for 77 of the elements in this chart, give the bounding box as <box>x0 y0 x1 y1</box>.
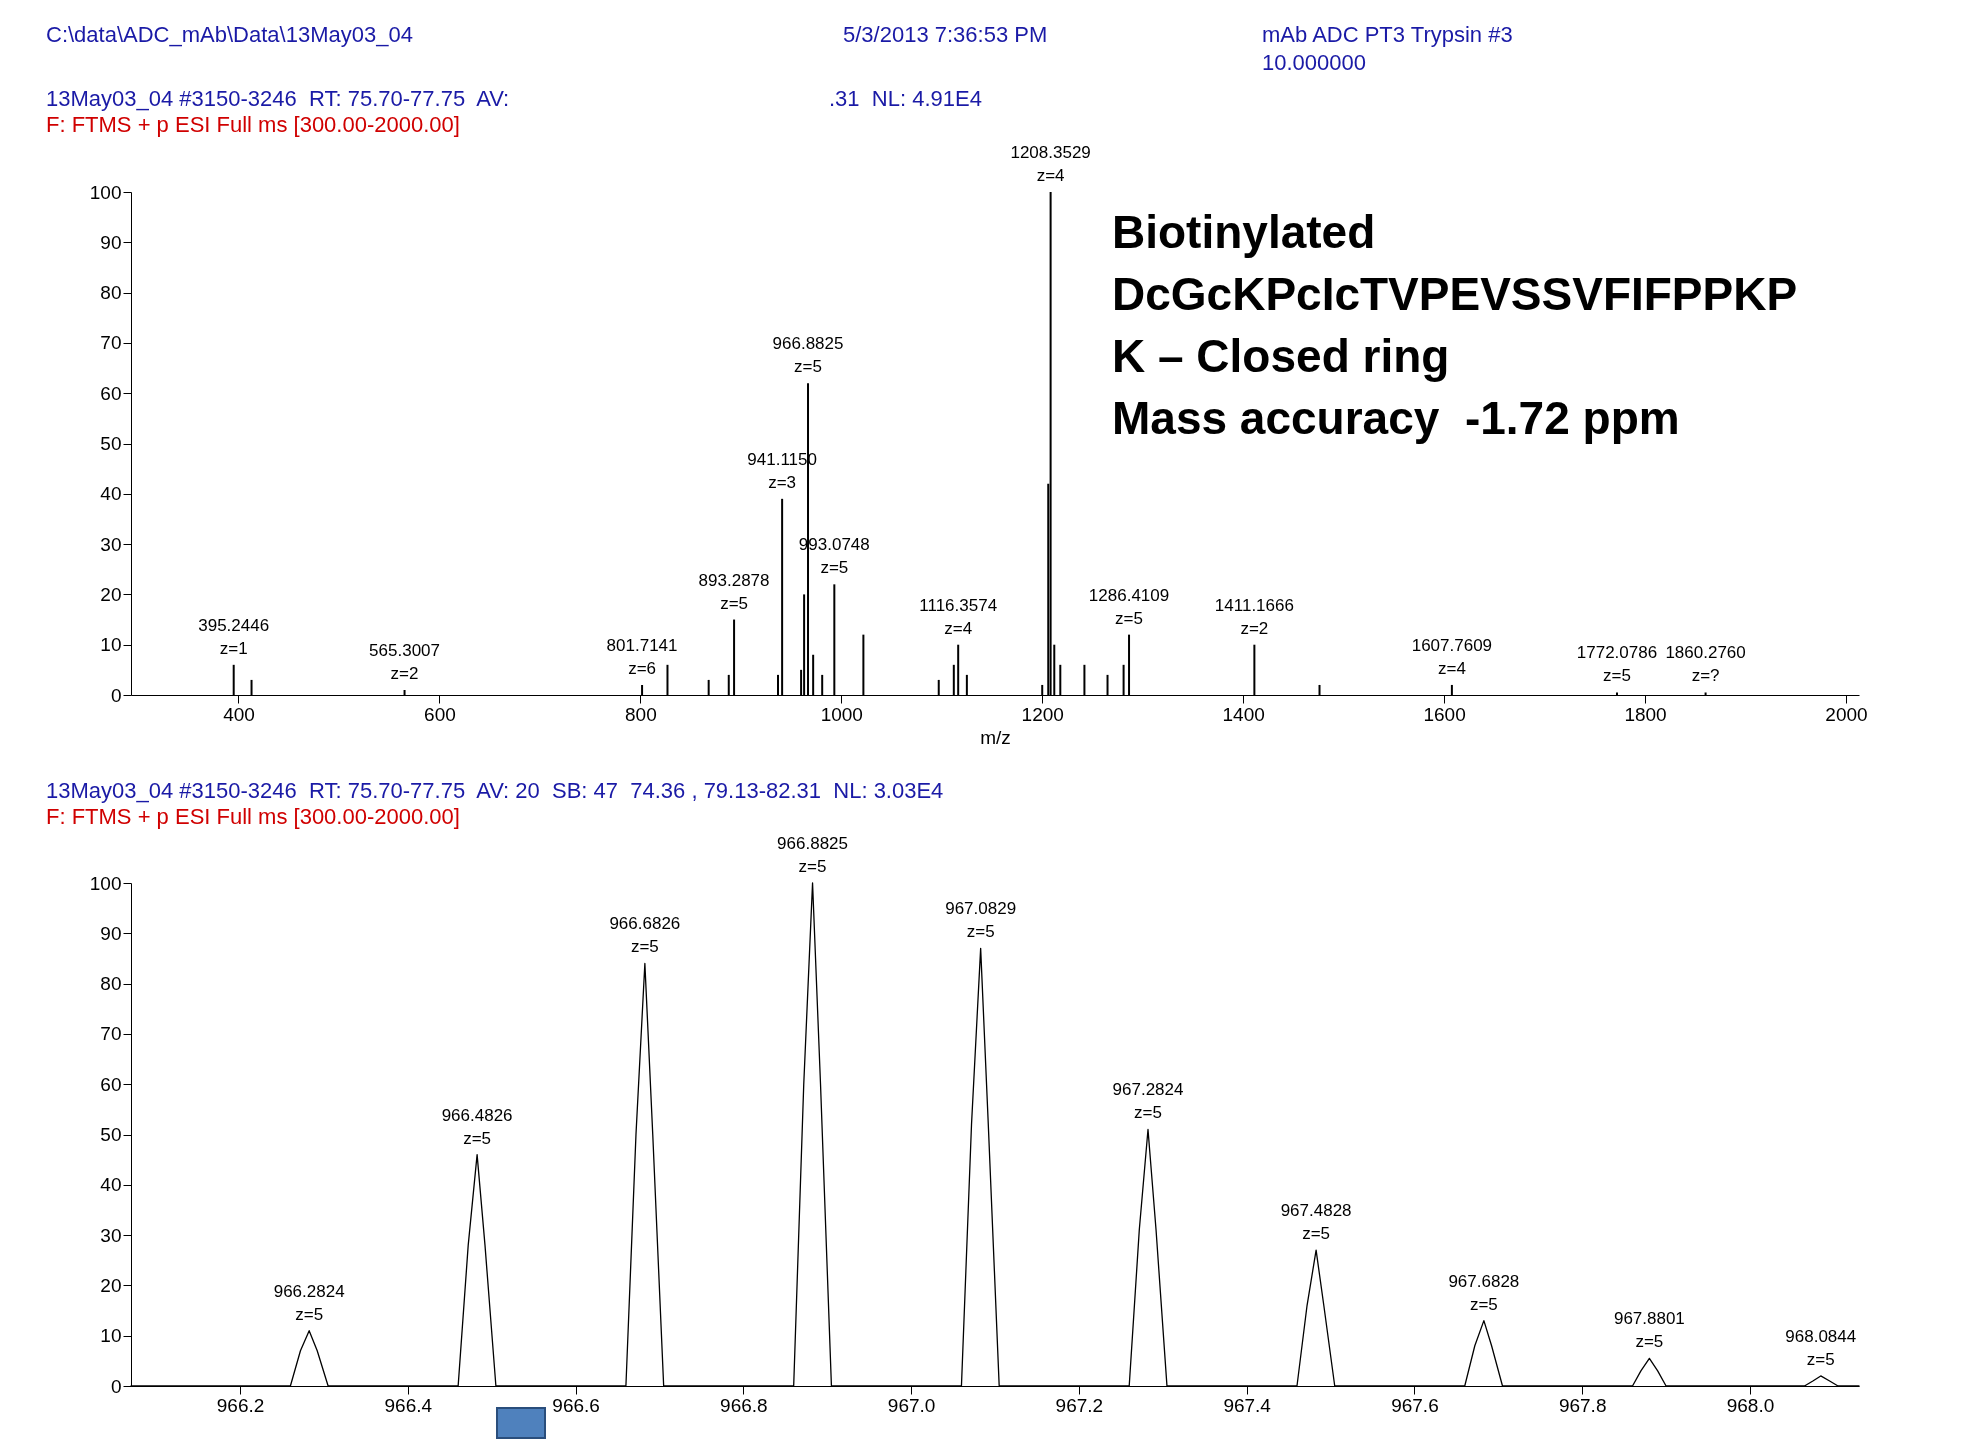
y-tick-label: 0 <box>110 684 122 706</box>
annotation: 395.2446 z=1 <box>198 615 270 658</box>
annotation: 893.2878 z=5 <box>698 570 770 613</box>
y-tick-label: 40 <box>100 1174 122 1196</box>
annotation: DcGcKPcIcTVPEVSSVFIFPPKP <box>1112 267 1798 321</box>
x-tick-label: 966.6 <box>552 1394 600 1416</box>
y-tick-label: 30 <box>100 1224 122 1246</box>
chart-title: 13May03_04 #3150-3246 RT: 75.70-77.75 AV: 20 SB: 47 74.36 , 79.13-82.31 NL: 3.03E4 <box>46 778 944 804</box>
x-tick-label: 967.2 <box>1055 1394 1104 1416</box>
annotation: 1860.2760 z=? <box>1665 643 1746 686</box>
x-tick-label: 966.4 <box>384 1394 433 1416</box>
x-tick-label: 2000 <box>1825 703 1868 725</box>
x-tick-label: 968.0 <box>1726 1394 1775 1416</box>
x-axis-title: m/z <box>980 726 1011 748</box>
y-tick-label: 60 <box>100 382 122 404</box>
annotation: 966.2824 z=5 <box>273 1281 345 1324</box>
y-tick-label: 50 <box>100 433 122 454</box>
chart-subtitle: F: FTMS + p ESI Full ms [300.00-2000.00] <box>46 112 460 138</box>
y-tick-label: 70 <box>100 332 122 354</box>
annotation: Mass accuracy -1.72 ppm <box>1112 391 1680 445</box>
y-tick-label: 100 <box>89 181 122 203</box>
y-tick-label: 0 <box>110 1375 122 1397</box>
y-tick-label: 20 <box>100 1274 122 1296</box>
x-tick-label: 967.8 <box>1558 1394 1607 1416</box>
y-tick-label: 100 <box>89 872 122 894</box>
annotation: 1116.3574 z=4 <box>919 595 998 638</box>
text: 10.000000 <box>1262 50 1366 76</box>
annotation: 1286.4109 z=5 <box>1088 585 1170 628</box>
annotation: 967.0829 z=5 <box>945 899 1017 942</box>
chart-title: 13May03_04 #3150-3246 RT: 75.70-77.75 AV: <box>46 86 510 112</box>
x-tick-label: 967.4 <box>1223 1394 1272 1416</box>
y-tick-label: 90 <box>100 231 122 253</box>
y-tick-label: 10 <box>100 634 122 656</box>
x-tick-label: 1600 <box>1423 703 1466 725</box>
y-tick-label: 20 <box>100 583 122 605</box>
annotation: 1772.0786 z=5 <box>1576 643 1658 686</box>
annotation: K – Closed ring <box>1112 329 1450 383</box>
x-tick-label: 800 <box>625 703 657 725</box>
text: .31 NL: 4.91E4 <box>829 86 982 112</box>
x-tick-label: 1800 <box>1624 703 1667 725</box>
annotation: 967.8801 z=5 <box>1613 1309 1685 1352</box>
annotation: 966.8825 z=5 <box>772 334 844 377</box>
annotation: 967.4828 z=5 <box>1280 1201 1352 1244</box>
y-tick-label: 40 <box>100 483 122 505</box>
x-tick-label: 967.0 <box>887 1394 936 1416</box>
text: 5/3/2013 7:36:53 PM <box>843 22 1048 48</box>
annotation: 1208.3529 z=4 <box>1010 143 1091 185</box>
chart-subtitle: F: FTMS + p ESI Full ms [300.00-2000.00] <box>46 804 460 830</box>
text: C:\data\ADC_mAb\Data\13May03_04 <box>46 22 413 48</box>
y-tick-label: 30 <box>100 533 122 555</box>
x-tick-label: 600 <box>424 703 456 725</box>
annotation: 565.3007 z=2 <box>369 640 440 683</box>
y-tick-label: 60 <box>100 1073 122 1095</box>
annotation: Biotinylated <box>1112 205 1376 259</box>
annotation: 801.7141 z=6 <box>606 635 678 678</box>
annotation: 967.2824 z=5 <box>1112 1080 1184 1123</box>
y-tick-label: 80 <box>100 973 122 995</box>
annotation: 1607.7609 z=4 <box>1411 635 1493 678</box>
annotation: 966.8825 z=5 <box>777 834 849 876</box>
x-tick-label: 1000 <box>820 703 863 725</box>
y-tick-label: 90 <box>100 922 122 944</box>
y-tick-label: 80 <box>100 282 122 304</box>
annotation: 967.6828 z=5 <box>1448 1271 1520 1314</box>
y-tick-label: 50 <box>100 1124 122 1145</box>
x-tick-label: 967.6 <box>1391 1394 1439 1416</box>
y-tick-label: 10 <box>100 1325 122 1347</box>
text: mAb ADC PT3 Trypsin #3 <box>1262 22 1513 48</box>
annotation: 966.4826 z=5 <box>441 1105 513 1148</box>
annotation: 968.0844 z=5 <box>1785 1326 1857 1369</box>
x-tick-label: 1200 <box>1021 703 1064 725</box>
annotation: 966.6826 z=5 <box>609 914 681 957</box>
annotation: 1411.1666 z=2 <box>1214 595 1294 638</box>
x-tick-label: 1400 <box>1222 703 1265 725</box>
y-tick-label: 70 <box>100 1023 122 1045</box>
x-tick-label: 400 <box>223 703 255 725</box>
x-tick-label: 966.8 <box>720 1394 768 1416</box>
x-tick-label: 966.2 <box>216 1394 265 1416</box>
